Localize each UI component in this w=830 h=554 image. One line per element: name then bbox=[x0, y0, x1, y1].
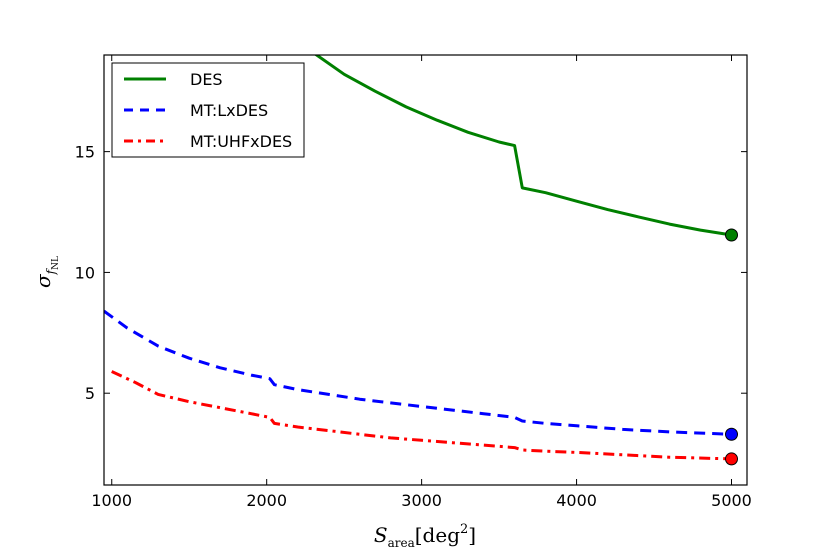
y-axis-label: σfNL bbox=[31, 256, 61, 288]
legend: DES MT:LxDES MT:UHFxDES bbox=[111, 62, 305, 158]
end-marker-mt-lxdes bbox=[725, 427, 739, 441]
series-line-des bbox=[314, 55, 732, 237]
x-tick-label: 1000 bbox=[91, 491, 132, 510]
y-tick-label: 10 bbox=[75, 263, 95, 282]
x-axis-label: Sarea[deg2] bbox=[374, 522, 476, 550]
legend-label-mt-uhfxdes: MT:UHFxDES bbox=[190, 132, 292, 151]
y-tick-label: 5 bbox=[85, 384, 95, 403]
series-layer bbox=[104, 55, 732, 461]
plot-frame bbox=[103, 54, 748, 486]
series-line-mt-uhfxdes bbox=[111, 370, 732, 461]
y-tick-label: 15 bbox=[75, 143, 95, 162]
series-line-mt-lxdes bbox=[104, 309, 732, 436]
tick-layer: 1000 2000 3000 4000 5000 5 10 15 bbox=[75, 55, 752, 510]
legend-label-mt-lxdes: MT:LxDES bbox=[190, 101, 268, 120]
legend-label-des: DES bbox=[190, 70, 223, 89]
y-axis-label-group: σfNL bbox=[31, 256, 61, 288]
x-tick-label: 5000 bbox=[711, 491, 752, 510]
x-tick-label: 4000 bbox=[556, 491, 597, 510]
x-tick-label: 3000 bbox=[401, 491, 442, 510]
marker-layer bbox=[725, 228, 739, 466]
end-marker-mt-uhfxdes bbox=[725, 452, 739, 466]
end-marker-des bbox=[725, 228, 739, 242]
x-tick-label: 2000 bbox=[246, 491, 287, 510]
